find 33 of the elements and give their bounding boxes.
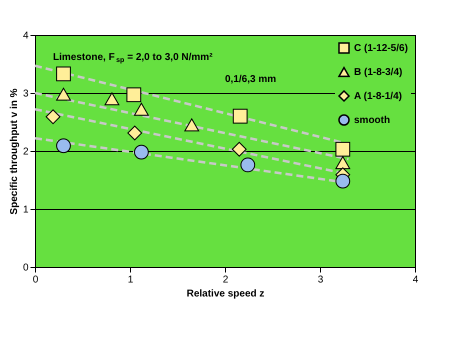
point — [232, 142, 247, 157]
point — [240, 158, 256, 172]
point — [232, 108, 248, 124]
y-tick-label: 4 — [22, 30, 29, 42]
legend-label: B (1-8-3/4) — [354, 67, 402, 78]
legend-label: smooth — [354, 115, 390, 126]
y-axis-title: Specific throughput v in % — [8, 88, 20, 215]
point — [335, 142, 350, 157]
point — [335, 174, 350, 189]
y-tick-label: 3 — [22, 88, 29, 100]
x-tick-label: 2 — [222, 274, 229, 286]
point — [126, 87, 142, 102]
point — [335, 156, 350, 170]
annotation: 0,1/6,3 mm — [225, 74, 276, 85]
y-tick-label: 1 — [22, 204, 29, 216]
point — [46, 109, 60, 124]
point — [134, 102, 149, 116]
point — [56, 138, 71, 154]
point — [56, 66, 71, 82]
x-axis-title: Relative speed z — [186, 288, 264, 300]
x-tick-label: 3 — [318, 274, 324, 286]
point — [134, 144, 149, 160]
point — [127, 126, 142, 140]
x-tick-label: 4 — [412, 274, 419, 286]
legend-label: C (1-12-5/6) — [354, 43, 408, 54]
y-tick-label: 0 — [22, 262, 29, 274]
legend-label: A (1-8-1/4) — [354, 91, 402, 102]
point — [56, 88, 71, 101]
y-tick-label: 2 — [22, 146, 29, 158]
x-tick-label: 1 — [128, 274, 134, 286]
point — [184, 118, 200, 132]
x-tick-label: 0 — [32, 274, 39, 286]
point — [104, 92, 120, 106]
